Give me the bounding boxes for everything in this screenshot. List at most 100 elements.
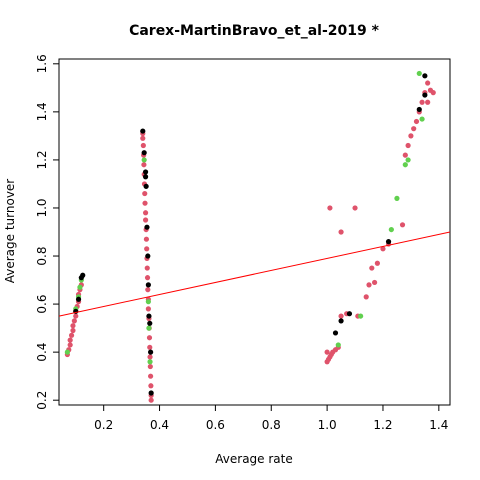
data-point-red	[68, 332, 75, 338]
data-point-red	[70, 327, 76, 334]
data-point-black	[148, 390, 154, 396]
data-point-red	[145, 287, 151, 293]
x-tick-label: 0.4	[150, 418, 169, 432]
data-point-green	[358, 313, 364, 319]
data-point-red	[371, 279, 378, 286]
data-point-red	[419, 99, 425, 105]
data-point-red	[67, 342, 73, 348]
y-tick-label: 1.4	[35, 102, 49, 121]
y-axis-label: Average turnover	[3, 179, 17, 284]
data-point-red	[425, 80, 431, 86]
data-point-black	[75, 296, 82, 302]
data-point-green	[402, 162, 408, 168]
data-point-black	[145, 282, 151, 288]
data-point-red	[140, 135, 146, 141]
data-point-red	[327, 205, 333, 211]
data-point-red	[142, 210, 149, 216]
data-point-red	[144, 246, 150, 252]
data-point-red	[338, 229, 344, 235]
data-point-red	[145, 306, 151, 312]
data-point-black	[385, 239, 392, 245]
x-axis-label: Average rate	[215, 452, 292, 466]
data-points	[64, 70, 436, 403]
x-tick-label: 1.4	[429, 418, 448, 432]
data-point-black	[346, 311, 353, 317]
data-point-green	[405, 157, 411, 163]
data-point-red	[147, 344, 153, 350]
data-point-red	[73, 313, 79, 319]
data-point-green	[335, 342, 341, 348]
data-point-red	[71, 318, 77, 324]
x-tick-label: 0.8	[262, 418, 281, 432]
data-point-red	[405, 142, 411, 149]
data-point-red	[144, 275, 151, 281]
data-point-red	[408, 133, 414, 139]
data-point-black	[332, 330, 339, 336]
data-point-black	[142, 174, 149, 180]
data-point-red	[70, 323, 76, 329]
x-tick-label: 0.2	[94, 418, 113, 432]
data-point-green	[145, 299, 151, 305]
y-tick-label: 1.6	[35, 54, 49, 73]
chart-title: Carex-MartinBravo_et_al-2019 *	[129, 23, 380, 39]
data-point-red	[142, 217, 149, 223]
data-point-black	[143, 183, 149, 189]
data-point-red	[366, 282, 372, 288]
data-point-black	[141, 150, 147, 156]
data-point-green	[388, 226, 394, 233]
data-point-black	[80, 272, 86, 278]
data-point-black	[147, 320, 153, 326]
data-point-red	[425, 99, 431, 105]
x-tick-label: 0.6	[206, 418, 225, 432]
data-point-red	[363, 294, 369, 300]
data-point-green	[64, 349, 70, 355]
data-point-black	[338, 318, 344, 324]
data-point-red	[374, 260, 380, 266]
data-point-red	[148, 383, 154, 389]
data-point-red	[369, 265, 375, 271]
data-point-red	[338, 313, 344, 319]
y-tick-label: 0.4	[35, 343, 49, 362]
data-point-red	[402, 152, 408, 158]
y-tick-label: 0.8	[35, 246, 49, 265]
trend-line	[58, 231, 451, 317]
data-point-black	[142, 169, 149, 175]
data-point-black	[148, 349, 154, 355]
data-point-black	[140, 128, 146, 134]
data-point-black	[146, 313, 152, 319]
data-point-green	[147, 359, 153, 365]
data-point-red	[324, 349, 330, 355]
data-point-black	[145, 253, 151, 259]
data-point-red	[146, 335, 153, 341]
data-point-green	[416, 70, 422, 77]
data-point-green	[141, 157, 147, 163]
x-axis: 0.2 0.4 0.6 0.8 1.0 1.2 1.4	[94, 404, 448, 432]
data-point-red	[148, 397, 154, 403]
data-point-green	[146, 325, 152, 331]
data-point-red	[142, 200, 148, 206]
data-point-red	[142, 190, 148, 197]
data-point-red	[399, 222, 406, 228]
data-point-green	[394, 195, 400, 201]
data-point-red	[148, 373, 154, 379]
data-point-red	[413, 118, 420, 125]
data-point-red	[380, 246, 386, 252]
x-tick-label: 1.2	[373, 418, 392, 432]
data-point-black	[144, 224, 150, 230]
data-point-red	[140, 142, 146, 149]
data-point-red	[141, 162, 147, 168]
y-tick-label: 1.2	[35, 150, 49, 169]
data-point-red	[352, 205, 358, 211]
x-tick-label: 1.0	[318, 418, 337, 432]
data-point-black	[422, 92, 428, 98]
data-point-black	[422, 73, 428, 79]
data-point-green	[419, 116, 425, 122]
y-tick-label: 1.0	[35, 198, 49, 217]
data-point-black	[416, 106, 422, 113]
data-point-red	[411, 126, 417, 132]
data-point-green	[77, 284, 83, 290]
y-tick-label: 0.2	[35, 391, 49, 410]
data-point-red	[430, 90, 436, 96]
data-point-red	[144, 265, 150, 271]
